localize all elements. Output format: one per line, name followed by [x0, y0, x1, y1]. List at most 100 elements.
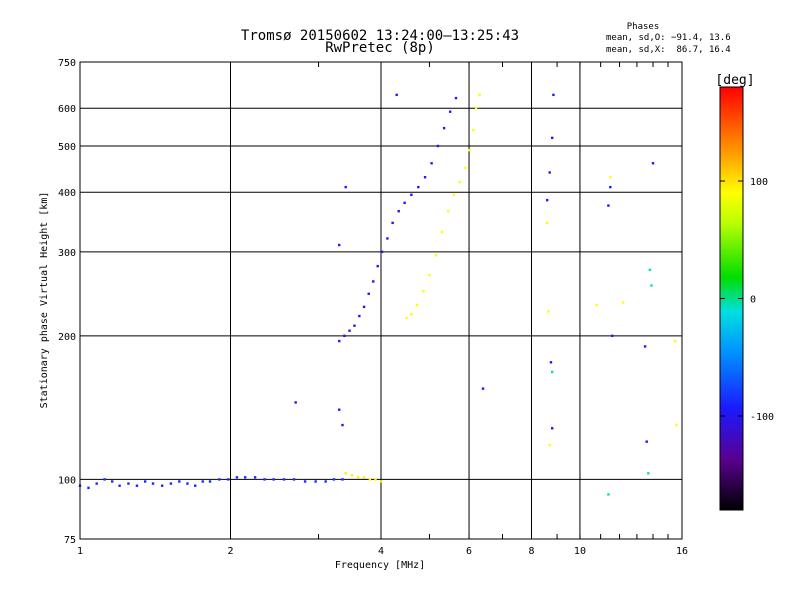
y-axis-ticks: 75 100 200 300 400 500 600 750 — [58, 58, 76, 546]
data-point-series-5 — [546, 221, 549, 225]
data-point-series-2 — [362, 305, 366, 309]
data-point-series-2 — [376, 264, 379, 268]
data-point-series-4 — [610, 334, 614, 338]
data-point-series-4 — [609, 185, 612, 189]
data-point-series-4 — [607, 204, 610, 207]
x-tick-label: 16 — [676, 546, 688, 557]
data-point-series-2 — [403, 201, 406, 205]
colorbar-tick-label: -100 — [750, 412, 774, 423]
data-point-series-5 — [547, 310, 550, 313]
data-point-series-2 — [338, 339, 341, 343]
data-point-series-4 — [341, 423, 344, 427]
data-point-series-4 — [549, 361, 553, 364]
data-point-series-1 — [368, 478, 372, 481]
data-point-series-4 — [546, 198, 549, 202]
data-point-series-3 — [405, 316, 408, 320]
data-point-series-3 — [434, 254, 438, 257]
data-point-series-4 — [338, 243, 341, 247]
data-point-series-0 — [103, 478, 106, 481]
data-point-series-1 — [362, 476, 366, 479]
stats-line-x: mean, sd,X: 86.7, 16.4 — [606, 45, 731, 55]
data-point-series-5 — [609, 176, 612, 179]
y-tick-label: 200 — [58, 332, 76, 343]
colorbar-label: [deg] — [715, 73, 754, 88]
data-point-series-4 — [552, 93, 555, 97]
data-point-series-0 — [272, 478, 275, 481]
y-tick-label: 600 — [58, 104, 76, 115]
y-tick-label: 300 — [58, 248, 76, 259]
data-point-series-4 — [548, 171, 551, 174]
data-point-series-6 — [550, 370, 554, 374]
data-point-series-2 — [343, 334, 346, 338]
data-point-series-3 — [452, 193, 456, 197]
data-point-series-2 — [386, 237, 389, 240]
data-point-series-0 — [118, 484, 121, 487]
data-point-series-2 — [454, 96, 458, 100]
data-point-series-0 — [201, 480, 204, 483]
y-tick-label: 100 — [58, 475, 76, 486]
data-point-series-4 — [550, 427, 554, 430]
data-point-series-0 — [87, 486, 90, 490]
y-tick-label: 75 — [64, 535, 76, 546]
data-point-series-3 — [415, 303, 419, 307]
data-point-series-6 — [650, 284, 653, 287]
data-point-series-3 — [428, 273, 431, 277]
data-point-series-0 — [186, 482, 189, 485]
data-point-series-0 — [160, 484, 164, 487]
data-point-series-2 — [448, 110, 452, 113]
data-point-series-0 — [303, 480, 307, 483]
data-point-series-1 — [350, 474, 354, 477]
data-point-series-0 — [169, 482, 173, 485]
data-point-series-1 — [344, 472, 347, 475]
data-point-series-0 — [178, 480, 181, 483]
chart-title: Tromsø 20150602 13:24:00–13:25:43 — [241, 28, 519, 44]
data-point-series-0 — [282, 478, 286, 481]
data-point-series-0 — [243, 476, 247, 479]
x-tick-label: 8 — [528, 546, 534, 557]
data-point-series-0 — [151, 482, 155, 485]
data-point-series-4 — [294, 401, 297, 404]
data-point-series-3 — [474, 107, 478, 110]
data-point-series-0 — [135, 484, 139, 487]
data-point-series-3 — [468, 148, 471, 152]
data-point-series-3 — [464, 166, 467, 170]
data-point-series-0 — [314, 480, 317, 483]
y-tick-label: 750 — [58, 58, 76, 69]
y-tick-label: 400 — [58, 188, 76, 199]
data-point-series-0 — [143, 480, 147, 483]
data-point-series-3 — [422, 290, 425, 293]
y-tick-label: 500 — [58, 142, 76, 153]
data-point-series-2 — [358, 314, 361, 318]
data-point-series-0 — [208, 480, 212, 483]
x-tick-label: 10 — [574, 546, 586, 557]
grid-lines — [80, 62, 682, 539]
data-point-series-3 — [458, 180, 461, 184]
data-point-series-2 — [436, 144, 440, 148]
data-point-series-4 — [651, 162, 655, 165]
data-point-series-0 — [194, 484, 197, 487]
data-point-series-3 — [472, 128, 475, 132]
data-point-series-0 — [218, 478, 221, 481]
data-point-series-3 — [478, 93, 481, 97]
data-point-series-4 — [481, 387, 485, 390]
data-point-series-2 — [430, 162, 433, 165]
data-point-series-6 — [648, 268, 652, 272]
data-point-series-2 — [348, 329, 351, 332]
data-point-series-2 — [380, 250, 384, 254]
data-point-series-2 — [442, 126, 446, 130]
data-point-series-5 — [621, 301, 625, 304]
data-point-series-4 — [643, 345, 647, 348]
data-point-series-0 — [292, 478, 296, 481]
data-point-series-0 — [127, 482, 130, 485]
data-point-series-0 — [227, 478, 230, 481]
colorbar-ticks: 100 0 -100 — [720, 177, 774, 423]
x-tick-label: 4 — [378, 546, 384, 557]
data-point-series-0 — [235, 476, 239, 479]
data-point-series-5 — [675, 423, 678, 427]
x-axis-ticks: 1 2 4 6 8 10 16 — [77, 62, 688, 557]
data-point-series-2 — [423, 176, 427, 179]
data-point-series-2 — [410, 193, 413, 197]
data-point-series-0 — [324, 480, 327, 483]
data-point-series-4 — [550, 136, 554, 140]
